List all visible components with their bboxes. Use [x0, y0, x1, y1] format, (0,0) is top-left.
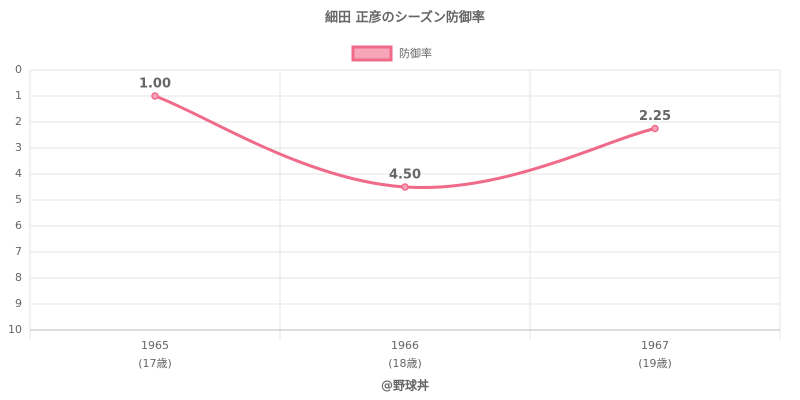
y-tick-label: 5 [15, 193, 22, 206]
legend-label: 防御率 [399, 46, 432, 60]
x-tick-label: 1966 [391, 339, 419, 352]
value-label: 2.25 [639, 109, 671, 124]
y-tick-label: 6 [15, 219, 22, 232]
x-tick-sublabel: (17歳) [138, 357, 172, 370]
y-tick-label: 0 [15, 63, 22, 76]
y-tick-label: 4 [15, 167, 22, 180]
x-tick-sublabel: (19歳) [638, 357, 672, 370]
x-tick-sublabel: (18歳) [388, 357, 422, 370]
value-label: 1.00 [139, 77, 171, 92]
y-tick-label: 8 [15, 271, 22, 284]
point [651, 124, 659, 133]
footer: @野球丼 [381, 378, 429, 393]
y-tick-label: 7 [15, 245, 22, 258]
y-tick-label: 3 [15, 141, 22, 154]
y-tick-label: 10 [8, 323, 22, 336]
value-label: 4.50 [389, 168, 421, 183]
point [151, 92, 159, 100]
legend-swatch [351, 45, 393, 62]
y-tick-label: 2 [15, 115, 22, 128]
y-tick-label: 9 [15, 297, 22, 310]
point [401, 183, 409, 191]
y-tick-label: 1 [15, 89, 22, 102]
x-tick-label: 1965 [141, 339, 169, 352]
chart-title: 細田 正彦のシーズン防御率 [325, 10, 485, 26]
x-tick-label: 1967 [641, 339, 669, 352]
